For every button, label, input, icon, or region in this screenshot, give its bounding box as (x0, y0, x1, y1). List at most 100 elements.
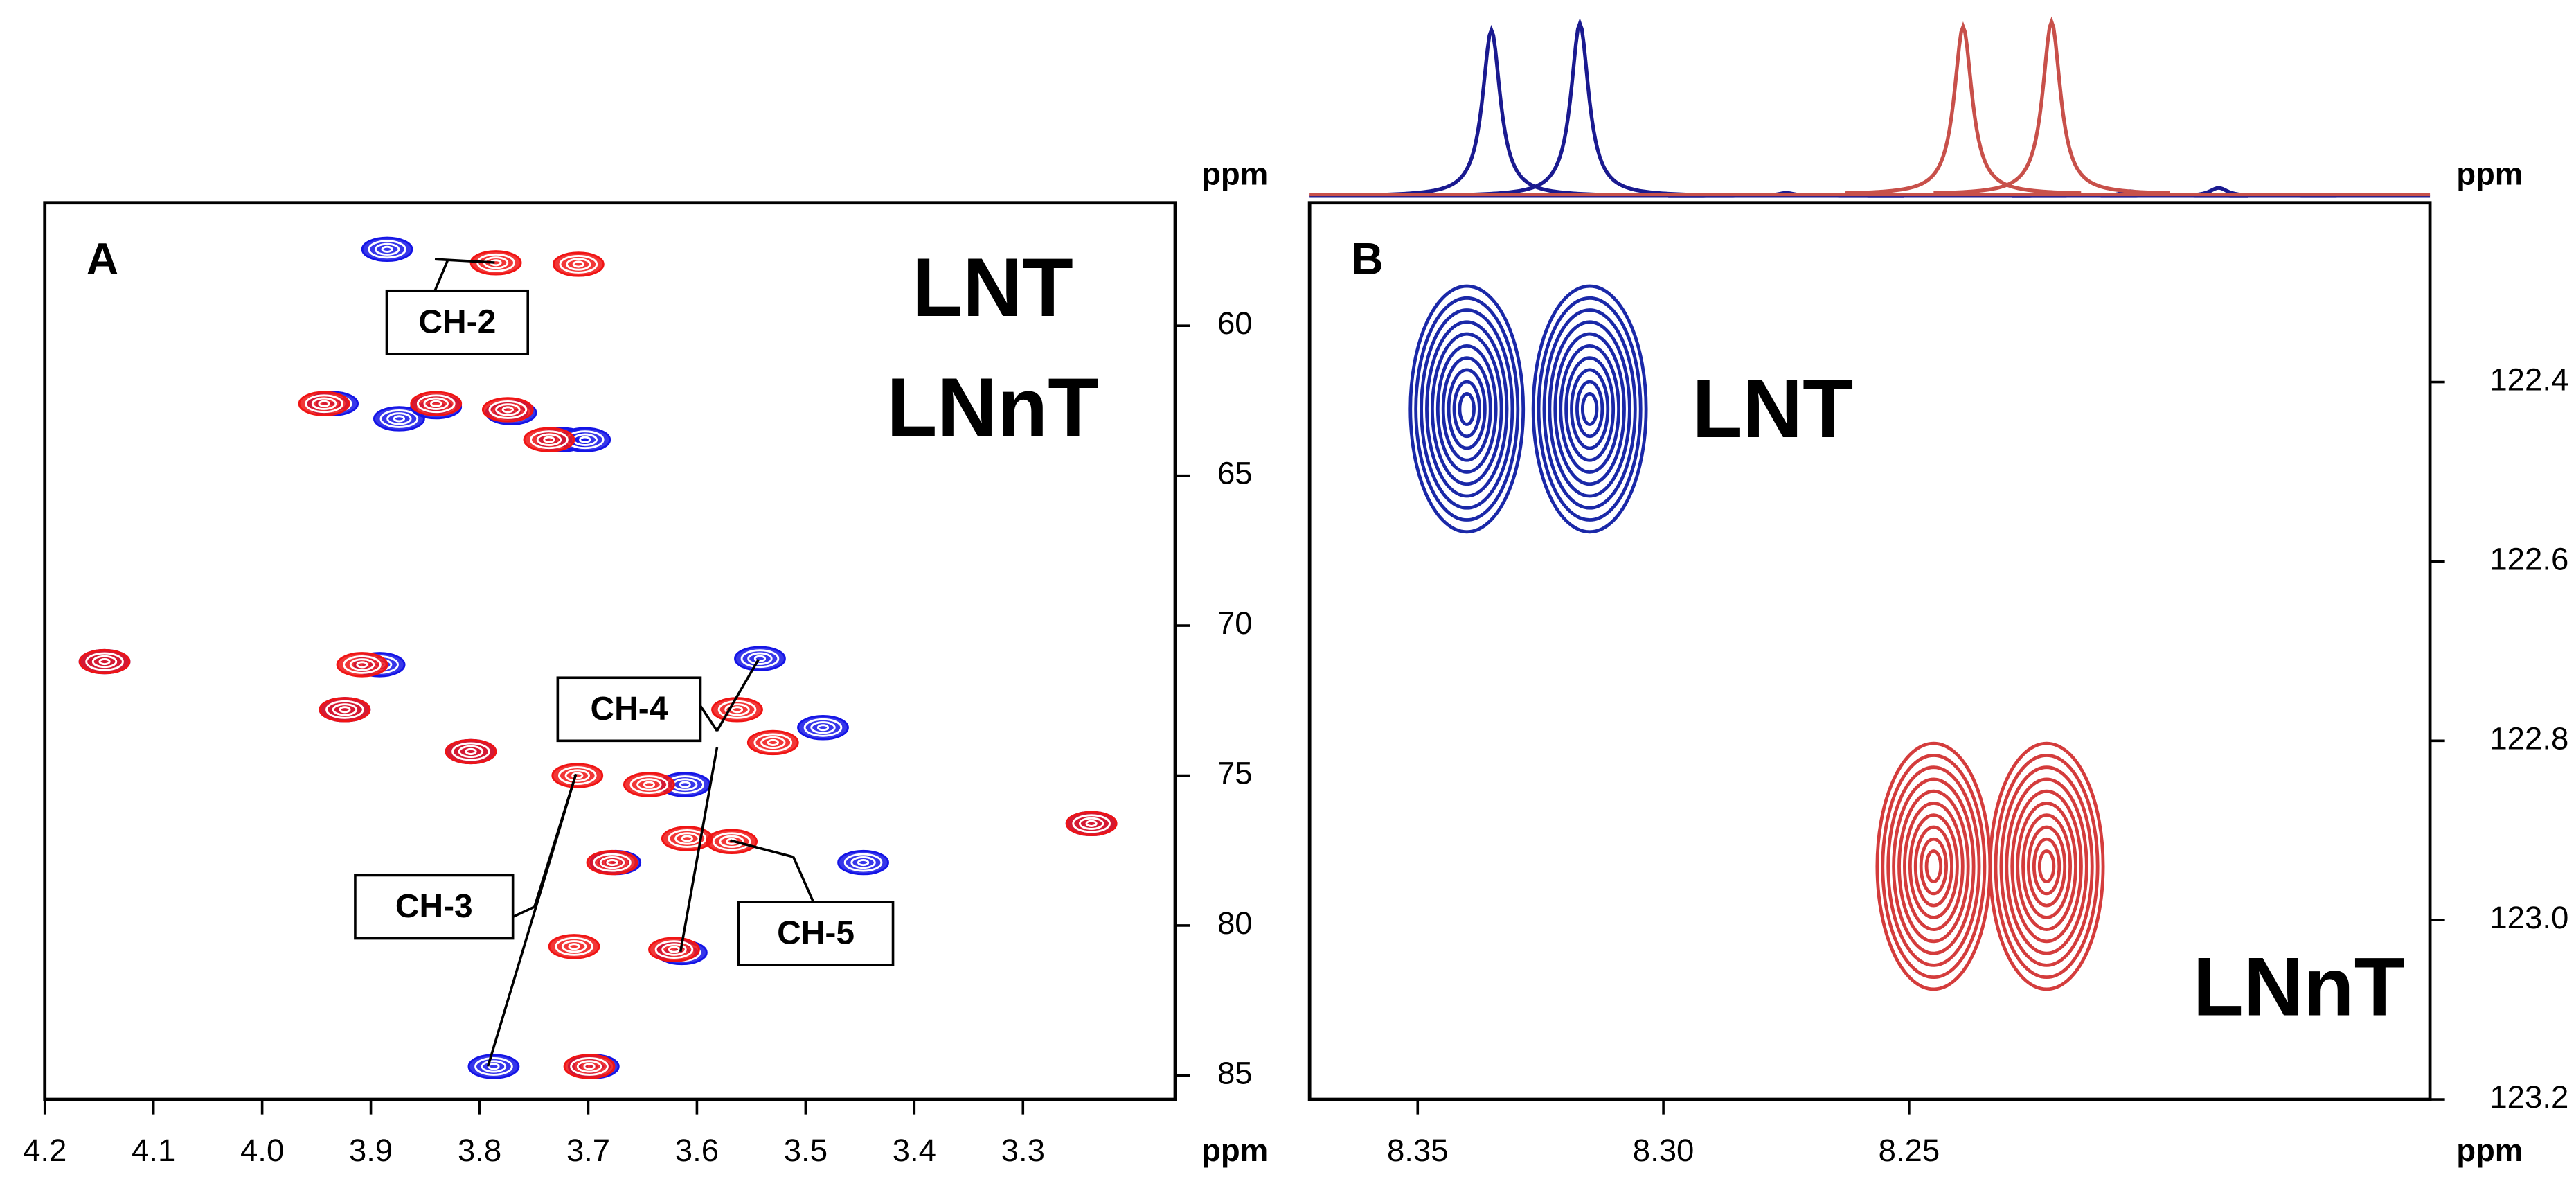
contour-peak (451, 742, 490, 761)
contour-peak (1430, 332, 1503, 486)
contour-peak (712, 832, 751, 851)
contour-peak (495, 403, 521, 416)
y-tick-label: 122.8 (2489, 720, 2568, 756)
contour-peak (566, 258, 591, 271)
panel-label: B (1351, 233, 1384, 284)
contour-peak (1559, 344, 1620, 474)
contour-peak (753, 733, 793, 752)
x-tick-label: 3.4 (893, 1133, 936, 1168)
annotation-box (385, 289, 530, 355)
contour-peak (1458, 391, 1476, 426)
contour-peak (816, 724, 830, 732)
contour-peak (458, 745, 484, 759)
contour-peak (767, 738, 779, 746)
x-tick-label: 3.8 (458, 1133, 501, 1168)
annotation-line (730, 839, 794, 858)
contour-peak (1447, 368, 1487, 450)
x-tick-label: 8.35 (1387, 1133, 1449, 1168)
contour-peak (2021, 813, 2073, 919)
contour-peak (747, 652, 773, 665)
contour-peak (731, 706, 744, 714)
legend-entry: LNT (1692, 363, 1853, 455)
contour-peak (530, 430, 569, 450)
contour-peak (760, 736, 786, 750)
contour-peak (724, 703, 750, 716)
contour-peak (843, 853, 883, 872)
contour-peak (1903, 802, 1965, 932)
y-tick-label: 70 (1217, 605, 1253, 641)
contour-peak (423, 397, 449, 410)
contour-peak (555, 937, 593, 956)
contour-peak (1531, 284, 1648, 534)
y-tick-label: 65 (1217, 456, 1253, 491)
contour-peak (2032, 837, 2061, 896)
panel-label: A (87, 233, 119, 284)
x-tick-label: 3.5 (784, 1133, 828, 1168)
contour-peak (488, 400, 528, 419)
x-tick-label: 3.9 (349, 1133, 393, 1168)
x-tick-label: 3.3 (1001, 1133, 1045, 1168)
contour-peak (636, 778, 662, 791)
contour-peak (305, 394, 343, 414)
contour-peak (1988, 741, 2105, 991)
contour-peak (325, 700, 364, 719)
y-tick-label: 85 (1217, 1055, 1253, 1090)
contour-peak (1994, 754, 2100, 980)
annotation-line (679, 747, 719, 953)
contour-peak (474, 1057, 513, 1076)
y-tick-label: 122.4 (2489, 362, 2568, 398)
contour-peak (98, 658, 111, 666)
contour-peak (719, 835, 744, 848)
contour-peak (857, 859, 870, 867)
plot-frame (43, 201, 1177, 1101)
annotation: CH-3 (395, 888, 473, 925)
contour-peak (1408, 284, 1526, 534)
contour-peak (717, 700, 757, 719)
contour-peak (356, 661, 368, 669)
plot-frame (1307, 201, 2432, 1101)
x-tick-label: 4.1 (132, 1133, 175, 1168)
x-tick-label: 8.30 (1633, 1133, 1694, 1168)
contour-peak (654, 940, 694, 959)
contour-peak (570, 1057, 609, 1076)
annotation-box (556, 676, 702, 743)
contour-peak (488, 1063, 500, 1070)
annotation: CH-4 (591, 691, 668, 727)
contour-peak (1072, 814, 1111, 833)
contour-peak (2027, 825, 2067, 908)
annotation-box (354, 874, 515, 940)
contour-peak (416, 394, 456, 414)
contour-peak (1441, 356, 1492, 462)
x-tick-label: 8.25 (1879, 1133, 1940, 1168)
contour-peak (1425, 320, 1509, 498)
contour-peak (606, 859, 618, 867)
contour-peak (1892, 777, 1976, 955)
contour-peak (1881, 754, 1987, 980)
contour-peak (643, 781, 655, 788)
annotation-line (699, 705, 718, 732)
contour-peak (368, 240, 406, 259)
contour-peak (1924, 849, 1943, 883)
contour-peak (629, 775, 669, 794)
contour-peak (1548, 320, 1631, 498)
contour-peak (561, 940, 587, 953)
y-tick-label: 123.0 (2489, 900, 2568, 935)
contour-peak (753, 655, 767, 662)
contour-peak (576, 1060, 602, 1073)
contour-peak (1999, 765, 2094, 967)
contour-peak (349, 658, 375, 671)
contour-peak (1537, 296, 1643, 522)
contour-peak (1420, 308, 1514, 510)
contour-peak (668, 829, 707, 848)
contour-peak (2010, 789, 2083, 944)
contour-peak (1553, 332, 1626, 486)
legend-entry: LNT (912, 242, 1073, 334)
y-tick-label: 122.6 (2489, 541, 2568, 576)
contour-peak (1452, 380, 1481, 439)
x-tick-label: 4.0 (240, 1133, 284, 1168)
contour-peak (91, 655, 118, 669)
y-tick-label: 75 (1217, 756, 1253, 791)
contour-peak (571, 772, 584, 779)
contour-peak (1919, 837, 1948, 896)
contour-peak (810, 721, 836, 734)
